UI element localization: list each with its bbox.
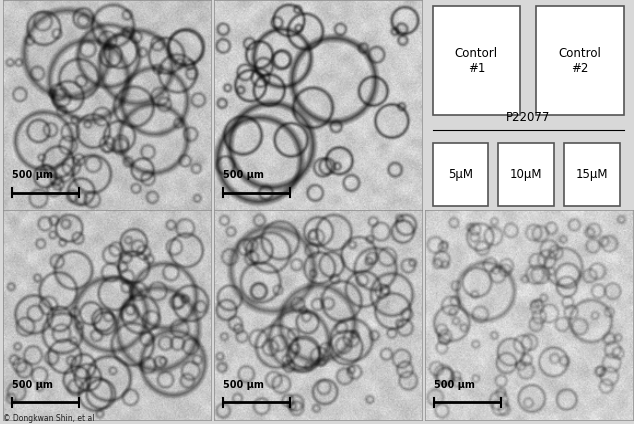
Text: 15μM: 15μM <box>576 168 608 181</box>
Text: 5μM: 5μM <box>448 168 473 181</box>
Text: P22077: P22077 <box>506 111 550 124</box>
Text: Contorl
#1: Contorl #1 <box>455 47 498 75</box>
FancyBboxPatch shape <box>432 6 520 115</box>
Text: 500 μm: 500 μm <box>223 380 264 390</box>
Text: 500 μm: 500 μm <box>12 170 53 180</box>
FancyBboxPatch shape <box>564 143 619 206</box>
Text: 10μM: 10μM <box>510 168 542 181</box>
Text: Control
#2: Control #2 <box>559 47 601 75</box>
Text: 500 μm: 500 μm <box>434 380 475 390</box>
FancyBboxPatch shape <box>536 6 624 115</box>
Text: 500 μm: 500 μm <box>12 380 53 390</box>
Text: © Dongkwan Shin, et al: © Dongkwan Shin, et al <box>3 414 94 423</box>
Text: 500 μm: 500 μm <box>223 170 264 180</box>
FancyBboxPatch shape <box>432 143 488 206</box>
FancyBboxPatch shape <box>498 143 554 206</box>
